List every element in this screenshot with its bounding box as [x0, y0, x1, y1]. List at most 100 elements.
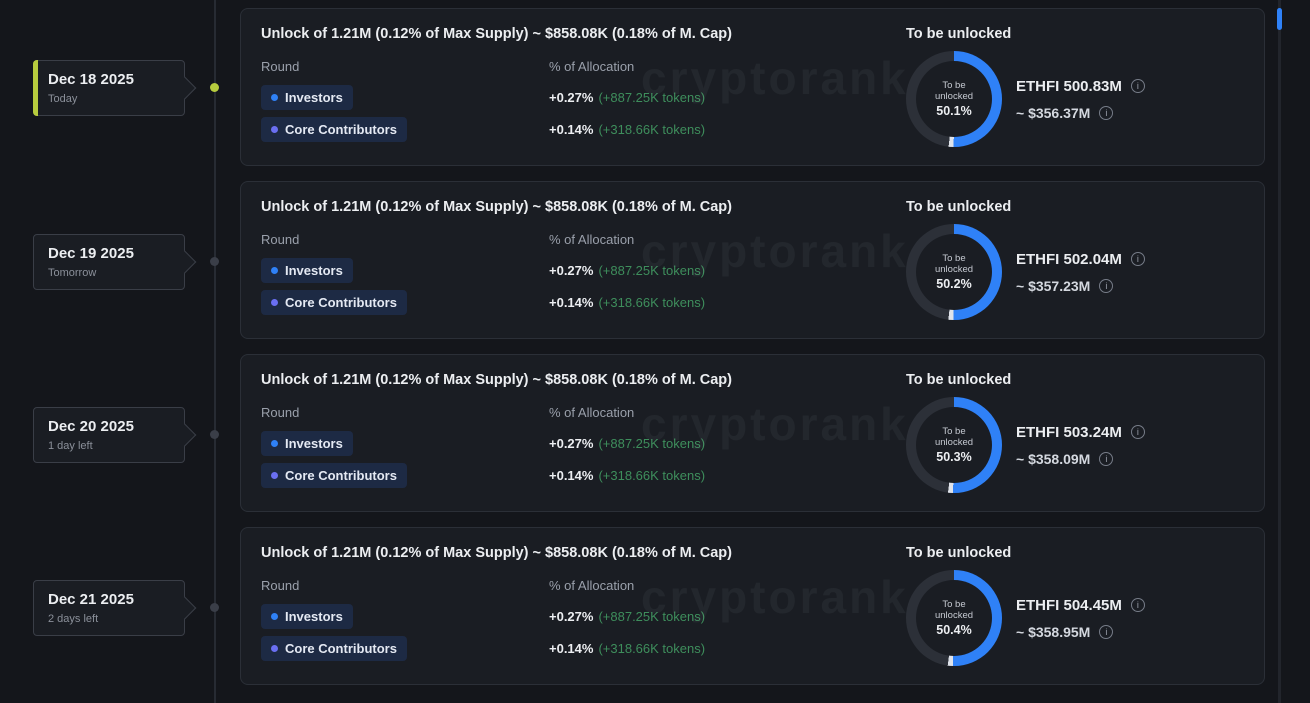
investors-dot-icon — [271, 267, 278, 274]
round-badge-label: Core Contributors — [285, 122, 397, 137]
donut-label: To be — [942, 598, 966, 610]
round-badge-investors[interactable]: Investors — [261, 431, 353, 456]
allocation-tokens: (+887.25K tokens) — [598, 436, 706, 451]
round-badge-core-contributors[interactable]: Core Contributors — [261, 463, 407, 488]
token-amount: ETHFI 500.83M — [1016, 77, 1122, 95]
info-icon[interactable]: i — [1130, 425, 1145, 439]
allocation-tokens: (+318.66K tokens) — [598, 295, 706, 310]
timeline-dot — [210, 603, 219, 612]
donut-label: unlocked — [934, 91, 974, 102]
usd-amount: ~ $356.37M — [1016, 104, 1091, 121]
round-badge-investors[interactable]: Investors — [261, 85, 353, 110]
donut-center: To be unlocked 50.2% — [916, 234, 992, 310]
unlock-title: Unlock of 1.21M (0.12% of Max Supply) ~ … — [261, 545, 732, 561]
to-be-unlocked-header: To be unlocked — [906, 199, 1012, 215]
allocation-row: +0.27% (+887.25K tokens) — [549, 85, 705, 110]
investors-dot-icon — [271, 440, 278, 447]
donut-label: To be — [942, 425, 966, 437]
info-icon[interactable]: i — [1130, 598, 1145, 612]
info-icon[interactable]: i — [1099, 451, 1114, 466]
allocation-tokens: (+887.25K tokens) — [598, 263, 706, 278]
usd-amount-row: ~ $358.95M i — [1016, 624, 1145, 640]
allocation-tokens: (+318.66K tokens) — [598, 122, 706, 137]
timeline-date-card-1-day-left[interactable]: Dec 20 2025 1 day left — [33, 407, 185, 463]
allocation-column-header: % of Allocation — [549, 59, 635, 74]
usd-amount: ~ $358.95M — [1016, 623, 1091, 640]
allocation-tokens: (+887.25K tokens) — [598, 90, 706, 105]
token-amount: ETHFI 504.45M — [1016, 596, 1122, 614]
donut-percent: 50.3% — [936, 450, 972, 465]
donut-label: To be — [942, 252, 966, 264]
allocation-percent: +0.27% — [549, 609, 594, 624]
timeline-dot — [210, 83, 219, 92]
allocation-percent: +0.14% — [549, 295, 594, 310]
unlock-donut-chart: To be unlocked 50.1% — [906, 51, 1002, 147]
round-badge-label: Investors — [285, 263, 343, 278]
unlock-title: Unlock of 1.21M (0.12% of Max Supply) ~ … — [261, 199, 732, 215]
info-icon[interactable]: i — [1099, 278, 1114, 293]
allocation-tokens: (+887.25K tokens) — [598, 609, 706, 624]
timeline-date-card-2-days-left[interactable]: Dec 21 2025 2 days left — [33, 580, 185, 636]
round-badge-core-contributors[interactable]: Core Contributors — [261, 290, 407, 315]
round-column-header: Round — [261, 232, 300, 247]
donut-percent: 50.1% — [936, 104, 972, 119]
round-badge-core-contributors[interactable]: Core Contributors — [261, 117, 407, 142]
donut-percent: 50.4% — [936, 623, 972, 638]
round-badge-label: Core Contributors — [285, 295, 397, 310]
core-contributors-dot-icon — [271, 472, 278, 479]
allocation-row: +0.27% (+887.25K tokens) — [549, 604, 705, 629]
scrollbar-thumb[interactable] — [1277, 8, 1282, 30]
token-amount-row: ETHFI 504.45M i — [1016, 597, 1145, 614]
donut-center: To be unlocked 50.3% — [916, 407, 992, 483]
allocation-row: +0.14% (+318.66K tokens) — [549, 636, 705, 661]
unlock-title: Unlock of 1.21M (0.12% of Max Supply) ~ … — [261, 372, 732, 388]
allocation-percent: +0.14% — [549, 468, 594, 483]
allocation-column-header: % of Allocation — [549, 578, 635, 593]
timeline-dot — [210, 430, 219, 439]
donut-center: To be unlocked 50.1% — [916, 61, 992, 137]
token-amount-row: ETHFI 500.83M i — [1016, 78, 1145, 95]
round-badge-label: Investors — [285, 90, 343, 105]
info-icon[interactable]: i — [1099, 624, 1114, 639]
usd-amount: ~ $357.23M — [1016, 277, 1091, 294]
unlock-donut-chart: To be unlocked 50.2% — [906, 224, 1002, 320]
donut-label: To be — [942, 79, 966, 91]
round-badge-label: Investors — [285, 609, 343, 624]
allocation-percent: +0.14% — [549, 641, 594, 656]
date-label: Dec 21 2025 — [48, 591, 134, 608]
timeline-date-card-tomorrow[interactable]: Dec 19 2025 Tomorrow — [33, 234, 185, 290]
info-icon[interactable]: i — [1130, 79, 1145, 93]
date-label: Dec 18 2025 — [48, 71, 134, 88]
unlock-card[interactable]: cryptorank Unlock of 1.21M (0.12% of Max… — [240, 181, 1265, 339]
to-be-unlocked-header: To be unlocked — [906, 26, 1012, 42]
round-badge-investors[interactable]: Investors — [261, 258, 353, 283]
date-sublabel: 1 day left — [48, 440, 93, 452]
investors-dot-icon — [271, 94, 278, 101]
timeline-date-card-today[interactable]: Dec 18 2025 Today — [33, 60, 185, 116]
date-sublabel: Today — [48, 93, 78, 105]
date-label: Dec 19 2025 — [48, 245, 134, 262]
token-amount: ETHFI 502.04M — [1016, 250, 1122, 268]
info-icon[interactable]: i — [1099, 105, 1114, 120]
round-badge-core-contributors[interactable]: Core Contributors — [261, 636, 407, 661]
usd-amount-row: ~ $356.37M i — [1016, 105, 1145, 121]
unlock-title: Unlock of 1.21M (0.12% of Max Supply) ~ … — [261, 26, 732, 42]
investors-dot-icon — [271, 613, 278, 620]
unlock-card[interactable]: cryptorank Unlock of 1.21M (0.12% of Max… — [240, 354, 1265, 512]
allocation-column-header: % of Allocation — [549, 405, 635, 420]
unlock-card[interactable]: cryptorank Unlock of 1.21M (0.12% of Max… — [240, 8, 1265, 166]
round-badge-label: Investors — [285, 436, 343, 451]
usd-amount-row: ~ $357.23M i — [1016, 278, 1145, 294]
round-badge-investors[interactable]: Investors — [261, 604, 353, 629]
scrollbar-track — [1278, 0, 1281, 703]
allocation-row: +0.27% (+887.25K tokens) — [549, 258, 705, 283]
donut-label: unlocked — [934, 437, 974, 448]
token-amount-row: ETHFI 502.04M i — [1016, 251, 1145, 268]
donut-center: To be unlocked 50.4% — [916, 580, 992, 656]
round-badge-label: Core Contributors — [285, 641, 397, 656]
allocation-row: +0.14% (+318.66K tokens) — [549, 463, 705, 488]
info-icon[interactable]: i — [1130, 252, 1145, 266]
unlock-card[interactable]: cryptorank Unlock of 1.21M (0.12% of Max… — [240, 527, 1265, 685]
date-sublabel: Tomorrow — [48, 267, 97, 279]
